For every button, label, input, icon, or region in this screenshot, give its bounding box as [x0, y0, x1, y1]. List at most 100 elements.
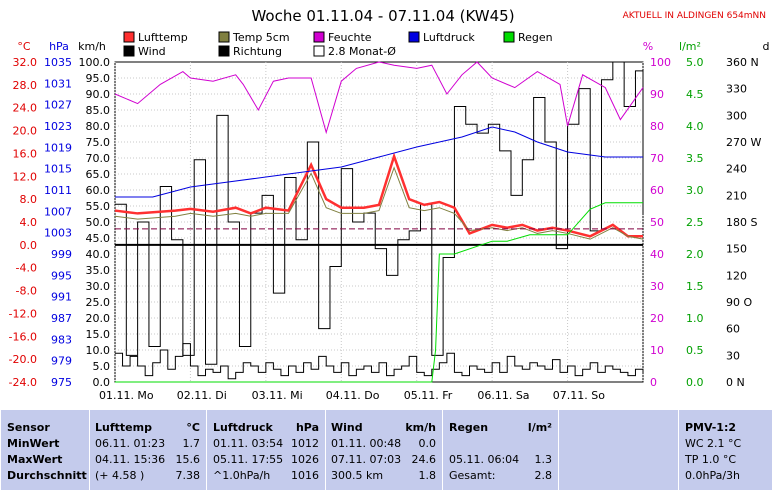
pressure-tick-label: 1031 [44, 77, 72, 90]
lufttemp-max-time: 04.11. 15:36 [95, 453, 166, 466]
regen-header: Regen [449, 421, 489, 434]
pmv-windchill: WC 2.1 °C [685, 437, 742, 450]
rain-tick-label: 3.0 [686, 184, 704, 197]
regen-column: Regen l/m² 05.11. 06:04 1.3 Gesamt: 2.8 [442, 410, 558, 490]
legend-item: Luftdruck [408, 31, 475, 44]
regen-unit: l/m² [527, 421, 552, 434]
pressure-tick-label: 987 [51, 312, 72, 325]
direction-tick-label: 30 [726, 349, 740, 362]
legend-label: Luftdruck [423, 31, 475, 44]
temp-unit-label: °C [17, 40, 31, 53]
rain-tick-label: 5.0 [686, 56, 704, 69]
wind-tick-label: 75.0 [86, 136, 111, 149]
direction-tick-label: 300 [726, 109, 747, 122]
legend-label: 2.8 Monat-Ø [328, 45, 396, 58]
direction-unit-label: d [763, 40, 770, 53]
series-regen [115, 202, 643, 383]
wind-tick-label: 25.0 [86, 296, 111, 309]
humidity-tick-label: 80 [650, 120, 664, 133]
luftdruck-unit: hPa [295, 421, 319, 434]
wind-tick-label: 30.0 [86, 280, 111, 293]
wind-tick-label: 15.0 [86, 328, 111, 341]
wind-tick-label: 85.0 [86, 104, 111, 117]
series-feuchte [114, 61, 644, 135]
temp-tick-label: -20.0 [9, 353, 37, 366]
temp-tick-label: 12.0 [13, 170, 38, 183]
rain-tick-label: 4.0 [686, 120, 704, 133]
temp-tick-label: -12.0 [9, 307, 37, 320]
temp-tick-label: 20.0 [13, 125, 38, 138]
legend-item: Regen [503, 31, 553, 44]
regen-max-time: 05.11. 06:04 [449, 453, 520, 466]
legend-item: Wind [123, 45, 166, 58]
pmv-column: PMV-1:2 WC 2.1 °C TP 1.0 °C 0.0hPa/3h [678, 410, 772, 490]
regen-total-label: Gesamt: [449, 469, 496, 482]
legend-swatch [313, 31, 325, 43]
lufttemp-column: Lufttemp °C 06.11. 01:23 1.7 04.11. 15:3… [89, 410, 206, 490]
row-label-avg: Durchschnitt [7, 469, 87, 482]
direction-tick-label: 240 [726, 163, 747, 176]
temp-tick-label: 24.0 [13, 102, 38, 115]
lufttemp-avg-note: (+ 4.58 ) [95, 469, 145, 482]
x-tick-label: 04.11. Do [326, 389, 380, 402]
wind-unit: km/h [405, 421, 436, 434]
wind-tick-label: 35.0 [86, 264, 111, 277]
wind-tick-label: 0.0 [93, 376, 111, 389]
legend-label: Wind [138, 45, 166, 58]
humidity-tick-label: 70 [650, 152, 664, 165]
wind-tick-label: 70.0 [86, 152, 111, 165]
wind-tick-label: 50.0 [86, 216, 111, 229]
wind-tick-label: 65.0 [86, 168, 111, 181]
wind-distance: 300.5 km [331, 469, 384, 482]
row-label-max: MaxWert [7, 453, 63, 466]
x-tick-label: 06.11. Sa [477, 389, 529, 402]
wind-tick-label: 5.0 [93, 360, 111, 373]
direction-tick-label: 270 W [726, 136, 761, 149]
direction-tick-label: 210 [726, 189, 747, 202]
regen-total-value: 2.8 [534, 469, 553, 482]
pressure-tick-label: 1027 [44, 99, 72, 112]
legend-item: Feuchte [313, 31, 372, 44]
rain-tick-label: 0.5 [686, 344, 704, 357]
wind-tick-label: 95.0 [86, 72, 111, 85]
pmv-pressure-trend: 0.0hPa/3h [685, 469, 741, 482]
pressure-unit-label: hPa [49, 40, 69, 53]
lufttemp-unit: °C [186, 421, 200, 434]
series-luftdruck [115, 126, 643, 198]
humidity-tick-label: 90 [650, 88, 664, 101]
temp-tick-label: 8.0 [20, 193, 38, 206]
luftdruck-min-time: 01.11. 03:54 [213, 437, 284, 450]
humidity-tick-label: 30 [650, 280, 664, 293]
pressure-tick-label: 1035 [44, 56, 72, 69]
direction-tick-label: 120 [726, 269, 747, 282]
humidity-tick-label: 0 [650, 376, 657, 389]
rain-unit-label: l/m² [679, 40, 701, 53]
direction-tick-label: 90 O [726, 296, 752, 309]
series-richtung [115, 61, 644, 365]
rain-tick-label: 2.5 [686, 216, 704, 229]
luftdruck-min-value: 1012 [291, 437, 319, 450]
humidity-tick-label: 20 [650, 312, 664, 325]
pressure-tick-label: 983 [51, 333, 72, 346]
axes: 32.0 28.0 24.0 20.0 16.0 12.0 8.0 4.0 0.0 -4.0 -8.… [9, 56, 762, 402]
luftdruck-max-time: 05.11. 17:55 [213, 453, 284, 466]
pressure-tick-label: 1011 [44, 184, 72, 197]
wind-avg-value: 1.8 [418, 469, 437, 482]
pressure-tick-label: 975 [51, 376, 72, 389]
humidity-tick-label: 100 [650, 56, 671, 69]
wind-max-value: 24.6 [411, 453, 437, 466]
x-tick-label: 02.11. Di [177, 389, 227, 402]
temp-tick-label: 0.0 [20, 239, 38, 252]
wind-tick-label: 60.0 [86, 184, 111, 197]
series-lufttemp [114, 152, 643, 238]
pressure-tick-label: 1015 [44, 163, 72, 176]
temp-tick-label: -24.0 [9, 376, 37, 389]
wind-min-time: 01.11. 00:48 [331, 437, 402, 450]
temp-tick-label: 4.0 [20, 216, 38, 229]
statistics-table: Sensor MinWert MaxWert Durchschnitt Luft… [0, 410, 772, 490]
legend-label: Feuchte [328, 31, 372, 44]
luftdruck-avg-value: 1016 [291, 469, 319, 482]
legend-item: Temp 5cm [218, 31, 290, 44]
direction-tick-label: 60 [726, 323, 740, 336]
